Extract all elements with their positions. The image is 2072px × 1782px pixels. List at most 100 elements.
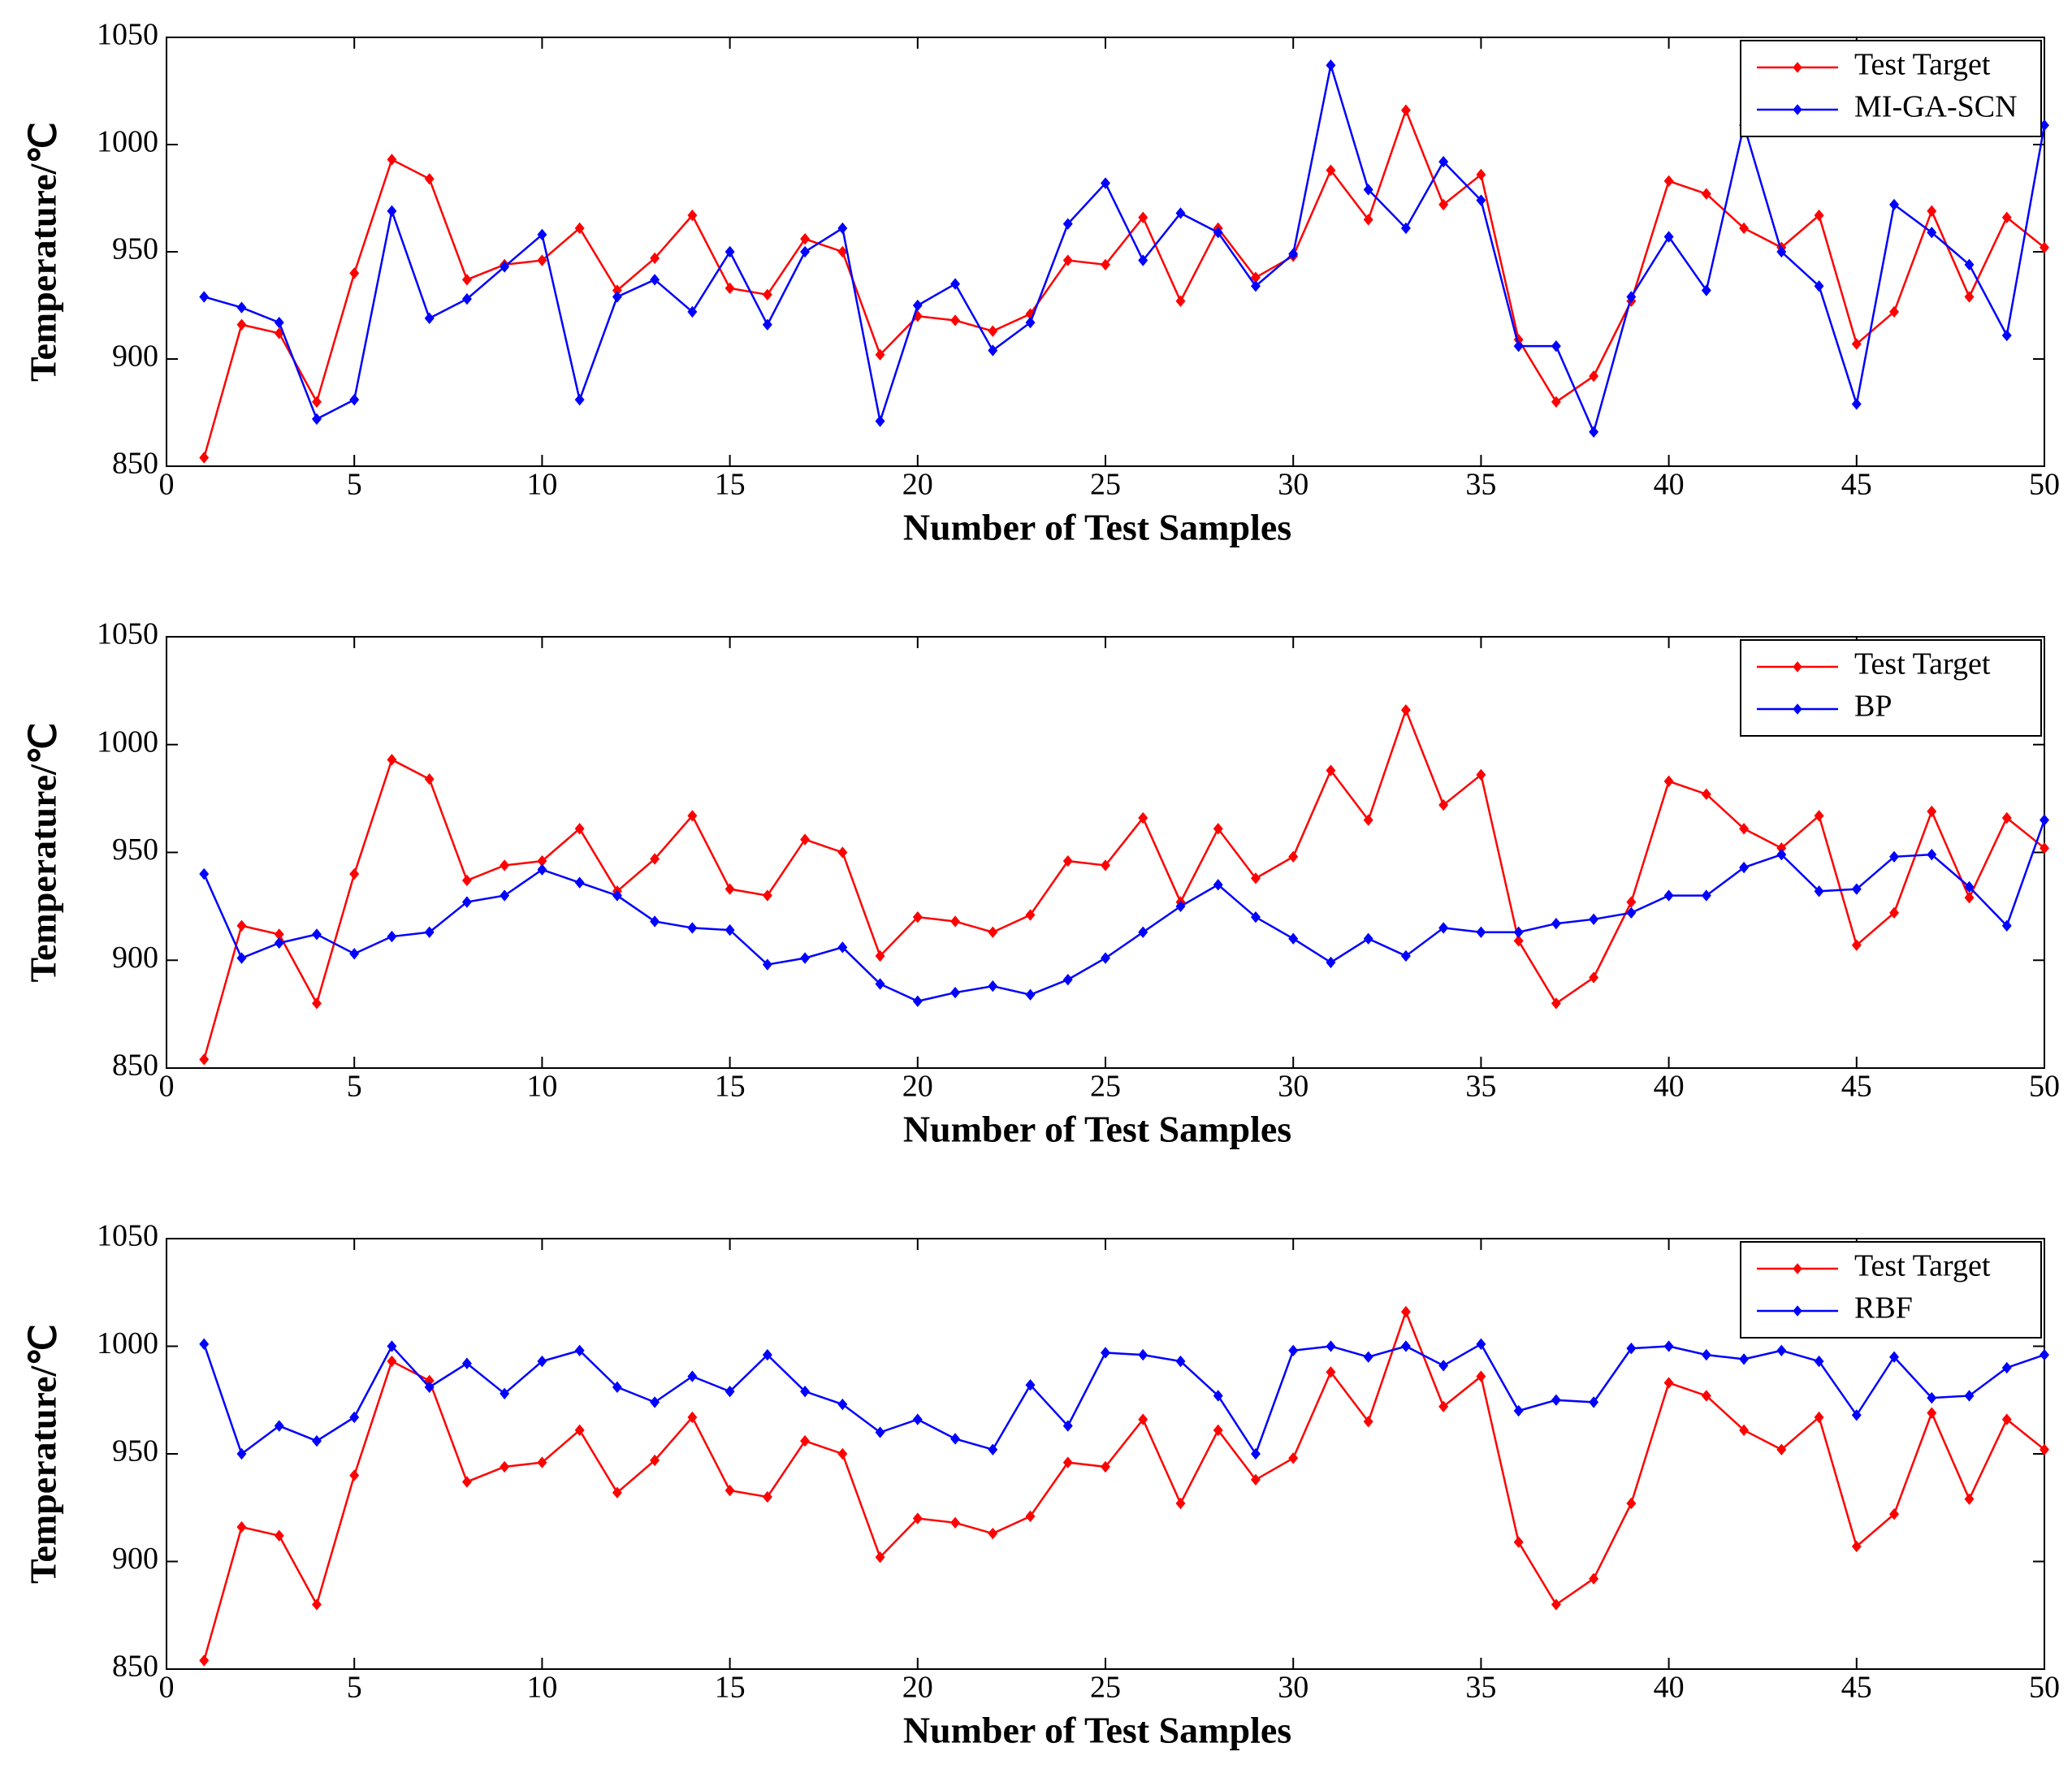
point-marker	[311, 1434, 322, 1447]
point-marker	[1326, 764, 1336, 776]
point-marker	[1964, 1493, 1975, 1505]
point-marker	[762, 1490, 772, 1503]
point-marker	[349, 1411, 360, 1424]
point-marker	[988, 325, 998, 337]
point-marker	[912, 910, 923, 923]
point-marker	[1438, 1360, 1449, 1372]
point-marker	[725, 1484, 735, 1497]
point-marker	[349, 393, 360, 406]
point-marker	[387, 1340, 397, 1352]
point-marker	[1138, 811, 1148, 824]
point-marker	[1288, 248, 1299, 260]
point-marker	[725, 923, 735, 936]
point-marker	[1400, 1340, 1411, 1352]
point-marker	[274, 1529, 284, 1542]
point-marker	[1701, 284, 1711, 296]
point-marker	[537, 1456, 547, 1468]
point-marker	[1851, 939, 1862, 951]
point-marker	[1025, 1379, 1036, 1391]
point-marker	[1814, 1411, 1824, 1424]
point-marker	[1964, 880, 1975, 893]
x-tick-label: 20	[902, 1671, 933, 1705]
point-marker	[424, 773, 435, 785]
point-marker	[1589, 1396, 1599, 1408]
point-marker	[537, 1355, 547, 1368]
point-marker	[1701, 188, 1711, 200]
point-marker	[650, 274, 660, 286]
x-tick-label: 25	[1090, 468, 1121, 502]
point-marker	[1476, 1370, 1486, 1382]
point-marker	[1400, 222, 1411, 235]
point-marker	[912, 1512, 923, 1525]
point-marker	[1213, 823, 1223, 835]
x-tick-label: 20	[902, 468, 933, 502]
y-tick-label: 950	[112, 1434, 158, 1468]
point-marker	[1776, 848, 1787, 861]
point-marker	[1101, 859, 1110, 872]
point-marker	[1400, 949, 1411, 962]
point-marker	[2001, 329, 2012, 342]
point-marker	[1739, 1424, 1750, 1437]
point-marker	[236, 919, 247, 932]
legend-marker	[1793, 62, 1802, 73]
point-marker	[650, 915, 660, 928]
point-marker	[1363, 814, 1373, 826]
point-marker	[1213, 227, 1223, 239]
point-marker	[837, 222, 848, 235]
point-marker	[574, 876, 585, 889]
point-marker	[500, 1460, 510, 1473]
x-tick-label: 5	[347, 1671, 362, 1705]
point-marker	[1589, 426, 1599, 438]
x-tick-label: 25	[1090, 1671, 1121, 1705]
x-tick-label: 10	[526, 1671, 557, 1705]
x-tick-label: 30	[1278, 468, 1309, 502]
point-marker	[1476, 1338, 1486, 1351]
point-marker	[875, 348, 885, 361]
point-marker	[1927, 1391, 1937, 1404]
point-marker	[1025, 988, 1036, 1001]
point-marker	[424, 926, 435, 938]
x-tick-label: 45	[1841, 1070, 1872, 1104]
point-marker	[199, 291, 210, 303]
legend-marker	[1793, 1263, 1802, 1274]
point-marker	[236, 301, 247, 314]
x-tick-label: 15	[715, 468, 746, 502]
point-marker	[387, 754, 397, 766]
point-marker	[1438, 155, 1449, 168]
point-marker	[1138, 211, 1148, 223]
point-marker	[687, 209, 698, 222]
point-marker	[762, 889, 772, 902]
point-marker	[2001, 1413, 2012, 1425]
point-marker	[1363, 214, 1373, 226]
point-marker	[762, 1348, 772, 1361]
point-marker	[988, 1443, 998, 1455]
point-marker	[574, 1344, 585, 1356]
point-marker	[1889, 906, 1900, 919]
point-marker	[988, 980, 998, 993]
point-marker	[311, 928, 322, 941]
y-axis-label: Temperature/℃	[23, 1324, 64, 1584]
point-marker	[1701, 1348, 1711, 1361]
point-marker	[1138, 1413, 1148, 1425]
point-marker	[875, 1551, 885, 1564]
series-line	[203, 107, 2045, 458]
point-marker	[1814, 209, 1824, 222]
point-marker	[762, 958, 772, 971]
point-marker	[650, 252, 660, 265]
legend-box	[1740, 1241, 2042, 1339]
y-tick-label: 1050	[97, 1219, 158, 1253]
legend-marker	[1793, 104, 1802, 115]
point-marker	[1701, 1390, 1711, 1402]
point-marker	[837, 941, 848, 954]
x-tick-label: 0	[159, 1671, 175, 1705]
point-marker	[1814, 280, 1824, 292]
point-marker	[1213, 1390, 1223, 1402]
point-marker	[1663, 175, 1674, 188]
point-marker	[2040, 241, 2049, 253]
point-marker	[1062, 1420, 1073, 1432]
point-marker	[2040, 842, 2049, 854]
point-marker	[199, 867, 210, 880]
point-marker	[1175, 1355, 1186, 1368]
point-marker	[1889, 1351, 1900, 1363]
point-marker	[274, 936, 284, 949]
